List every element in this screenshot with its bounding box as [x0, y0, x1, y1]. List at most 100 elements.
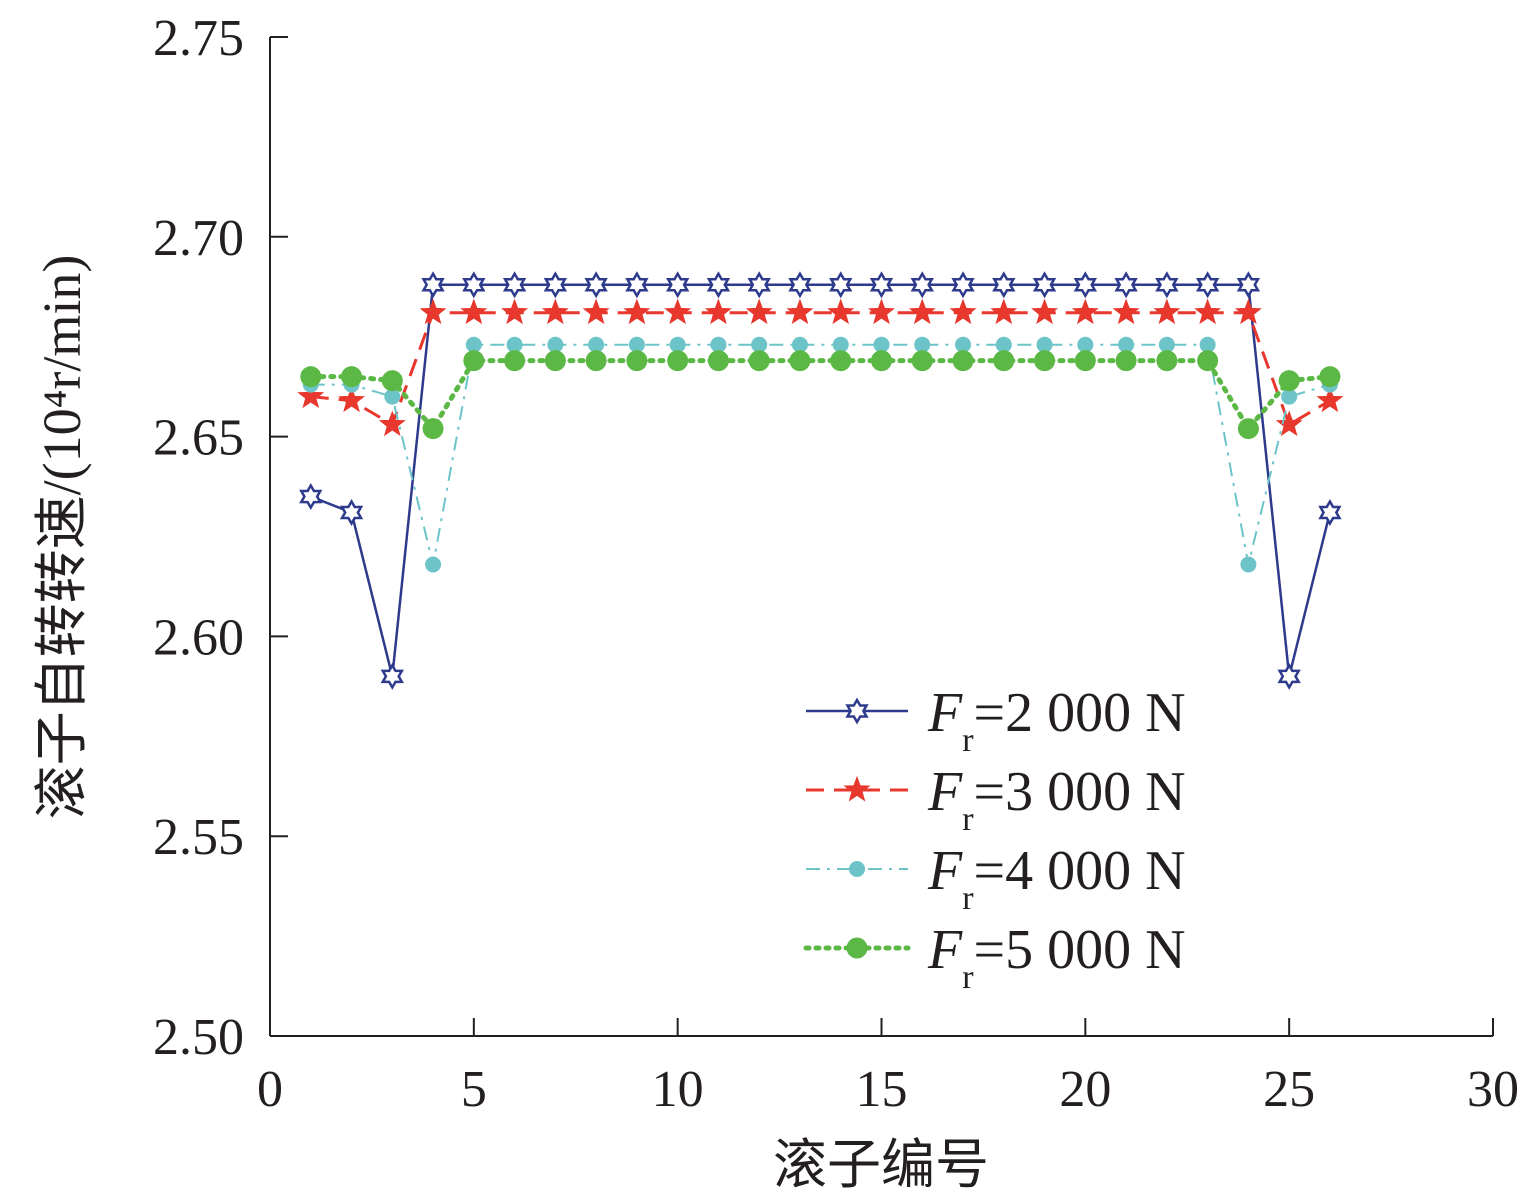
data-point: [300, 366, 322, 388]
data-point: [1112, 298, 1140, 325]
y-tick-label: 2.75: [153, 10, 244, 67]
data-point: [381, 370, 403, 392]
y-tick-label: 2.60: [153, 609, 244, 666]
data-point: [1275, 410, 1303, 437]
data-point: [1074, 350, 1096, 372]
data-point: [380, 662, 404, 690]
legend-label: Fr=3 000 N: [927, 761, 1186, 838]
x-tick-label: 25: [1263, 1061, 1315, 1118]
data-point: [911, 350, 933, 372]
data-point: [623, 298, 651, 325]
data-point: [419, 298, 447, 325]
data-point: [664, 298, 692, 325]
data-point: [667, 350, 689, 372]
data-point: [1114, 271, 1138, 299]
data-point: [829, 271, 853, 299]
data-point: [1155, 271, 1179, 299]
data-point: [1195, 271, 1220, 299]
series-group: [297, 271, 1344, 690]
data-point: [585, 350, 607, 372]
data-point: [1156, 350, 1178, 372]
data-point: [1031, 298, 1059, 325]
data-point: [786, 298, 814, 325]
data-point: [669, 336, 686, 353]
data-point: [547, 336, 564, 353]
y-tick-label: 2.65: [153, 410, 244, 467]
x-tick-label: 30: [1467, 1061, 1519, 1118]
data-point: [952, 350, 974, 372]
data-point: [1240, 556, 1257, 573]
data-point: [1036, 336, 1053, 353]
data-point: [910, 271, 934, 299]
data-point: [1199, 336, 1216, 353]
data-point: [544, 350, 566, 372]
legend-marker: [849, 861, 865, 877]
data-point: [908, 298, 936, 325]
legend-item: Fr=4 000 N: [806, 840, 1186, 917]
data-point: [665, 271, 690, 299]
legend-marker: [845, 697, 869, 725]
data-point: [502, 271, 527, 299]
data-point: [628, 336, 645, 353]
legend-item: Fr=2 000 N: [806, 682, 1186, 759]
x-tick-label: 20: [1059, 1061, 1111, 1118]
data-point: [707, 350, 729, 372]
data-point: [1277, 662, 1301, 690]
data-point: [297, 382, 325, 409]
data-point: [1118, 336, 1135, 353]
series-line: [310, 311, 1331, 427]
data-point: [1032, 271, 1057, 299]
data-point: [710, 336, 727, 353]
data-point: [868, 298, 895, 325]
data-point: [588, 336, 605, 353]
data-point: [993, 350, 1015, 372]
legend-marker: [846, 937, 868, 959]
data-point: [421, 271, 445, 299]
data-point: [873, 336, 890, 353]
data-point: [1316, 386, 1344, 413]
data-point: [832, 336, 849, 353]
data-point: [543, 271, 568, 299]
data-point: [1153, 298, 1181, 325]
data-point: [299, 483, 323, 511]
data-point: [1034, 350, 1056, 372]
data-point: [748, 350, 770, 372]
y-axis-title: 滚子自转转速/(10⁴r/min): [32, 255, 92, 820]
y-tick-label: 2.70: [153, 210, 244, 267]
data-point: [992, 271, 1016, 299]
x-tick-label: 15: [856, 1061, 908, 1118]
data-point: [378, 410, 406, 437]
data-point: [747, 271, 771, 299]
data-point: [827, 298, 855, 325]
legend-marker: [843, 775, 871, 802]
data-point: [1115, 350, 1137, 372]
legend: Fr=2 000 NFr=3 000 NFr=4 000 NFr=5 000 N: [803, 682, 1186, 996]
data-point: [1319, 366, 1341, 388]
legend-label: Fr=4 000 N: [927, 840, 1186, 917]
series-2: [297, 298, 1344, 437]
data-point: [506, 336, 523, 353]
data-point: [422, 418, 444, 440]
x-tick-label: 5: [461, 1061, 487, 1118]
data-point: [706, 271, 731, 299]
x-tick-label: 10: [652, 1061, 704, 1118]
data-point: [1281, 388, 1298, 405]
data-point: [504, 350, 526, 372]
data-point: [1158, 336, 1175, 353]
data-point: [789, 350, 811, 372]
series-line: [308, 358, 1333, 432]
data-point: [951, 271, 975, 299]
data-point: [791, 336, 808, 353]
data-point: [745, 298, 773, 325]
data-point: [871, 350, 892, 372]
legend-label: Fr=2 000 N: [927, 682, 1186, 759]
data-point: [1237, 418, 1259, 440]
series-1: [299, 271, 1342, 690]
data-point: [704, 298, 732, 325]
data-point: [955, 336, 972, 353]
data-point: [1194, 298, 1222, 325]
data-point: [990, 298, 1018, 325]
data-point: [584, 271, 608, 299]
series-3: [302, 336, 1338, 573]
